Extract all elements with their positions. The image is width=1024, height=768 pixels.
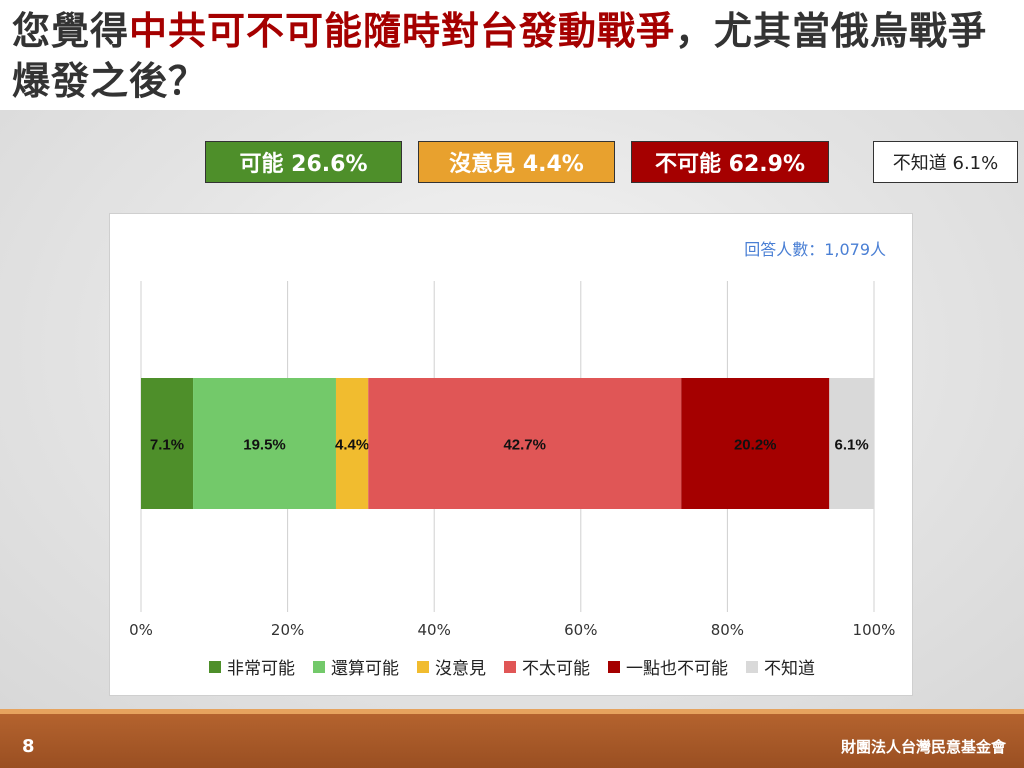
legend-label: 還算可能 xyxy=(331,659,399,679)
data-label: 42.7% xyxy=(503,437,546,454)
data-label: 19.5% xyxy=(243,437,286,454)
legend-label: 一點也不可能 xyxy=(626,659,728,679)
stacked-bar-chart: 0% 20% 40% 60% 80% 100% 7.1% 19.5% 4.4% 42.7% 20.2… xyxy=(129,281,896,639)
footer-bar: 8 財團法人台灣民意基金會 xyxy=(0,709,1024,768)
x-tick-label: 60% xyxy=(564,621,597,639)
data-label: 4.4% xyxy=(335,437,369,454)
title-prefix: 您覺得 xyxy=(12,9,130,53)
bar-segment xyxy=(193,378,336,509)
legend-label: 不太可能 xyxy=(522,659,590,679)
legend-swatch xyxy=(746,660,758,673)
summary-impossible: 不可能 62.9% xyxy=(631,141,829,183)
legend-label: 沒意見 xyxy=(435,659,486,679)
chart-legend: 非常可能 還算可能 沒意見 不太可能 一點也不可能 不知道 xyxy=(110,654,914,679)
legend-swatch xyxy=(608,660,620,673)
x-tick-label: 100% xyxy=(853,621,896,639)
x-tick-label: 0% xyxy=(129,621,153,639)
legend-swatch xyxy=(313,660,325,673)
summary-unknown: 不知道 6.1% xyxy=(873,141,1018,183)
legend-label: 不知道 xyxy=(764,659,815,679)
title-highlight: 中共可不可能隨時對台發動戰爭 xyxy=(129,9,676,53)
x-tick-label: 80% xyxy=(711,621,744,639)
legend-item: 一點也不可能 xyxy=(608,654,728,679)
legend-swatch xyxy=(417,660,429,673)
legend-item: 還算可能 xyxy=(313,654,399,679)
bar-segment xyxy=(681,378,830,509)
legend-label: 非常可能 xyxy=(227,659,295,679)
summary-possible: 可能 26.6% xyxy=(205,141,402,183)
x-tick-label: 40% xyxy=(418,621,451,639)
summary-no-opinion: 沒意見 4.4% xyxy=(418,141,615,183)
legend-swatch xyxy=(504,660,516,673)
bar-segment xyxy=(368,378,682,509)
organization-name: 財團法人台灣民意基金會 xyxy=(840,738,1006,756)
chart-frame: 回答人數：1,079人 0% 20% 40% 60% 80% 100% 7.1% 19.5% 4… xyxy=(109,213,913,696)
bar-segment xyxy=(829,378,874,509)
bar-segment xyxy=(335,378,369,509)
legend-item: 不知道 xyxy=(746,654,815,679)
respondent-count: 回答人數：1,079人 xyxy=(744,240,886,259)
legend-swatch xyxy=(209,660,221,673)
legend-item: 不太可能 xyxy=(504,654,590,679)
legend-item: 沒意見 xyxy=(417,654,486,679)
x-tick-label: 20% xyxy=(271,621,304,639)
bar-segment xyxy=(141,378,194,509)
title-suffix: ，尤其當俄烏戰爭爆發之後？ xyxy=(12,9,988,103)
slide-title: 您覺得中共可不可能隨時對台發動戰爭，尤其當俄烏戰爭爆發之後？ xyxy=(12,6,1012,106)
page-number: 8 xyxy=(22,736,35,757)
data-label: 6.1% xyxy=(835,437,869,454)
data-label: 7.1% xyxy=(150,437,184,454)
data-label: 20.2% xyxy=(734,437,777,454)
legend-item: 非常可能 xyxy=(209,654,295,679)
